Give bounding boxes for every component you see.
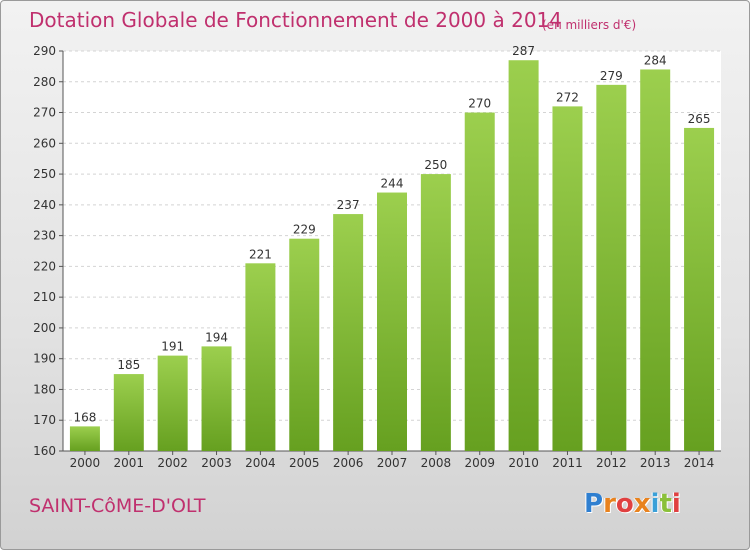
logo-letter: i [671, 489, 681, 519]
y-tick-label: 180 [33, 382, 56, 396]
y-tick-label: 250 [33, 167, 56, 181]
data-label: 265 [688, 112, 711, 126]
data-label: 221 [249, 247, 272, 261]
data-label: 287 [512, 44, 535, 58]
x-tick-label: 2002 [157, 456, 188, 470]
y-tick-label: 200 [33, 321, 56, 335]
bar-2002 [157, 355, 188, 451]
data-label: 185 [117, 358, 140, 372]
y-tick-label: 220 [33, 259, 56, 273]
bar-2010 [508, 60, 539, 451]
y-tick-label: 260 [33, 136, 56, 150]
x-tick-label: 2000 [70, 456, 101, 470]
bar-2004 [245, 263, 276, 451]
x-tick-label: 2003 [201, 456, 232, 470]
logo-letter: P [584, 489, 604, 519]
y-tick-label: 240 [33, 198, 56, 212]
bar-2014 [684, 127, 715, 451]
bar-2011 [552, 106, 583, 451]
data-label: 244 [381, 177, 404, 191]
x-tick-label: 2005 [289, 456, 320, 470]
proxiti-logo: Proxiti [584, 489, 681, 519]
x-tick-label: 2006 [333, 456, 364, 470]
data-label: 250 [424, 158, 447, 172]
logo-letter: r [603, 489, 616, 519]
x-tick-label: 2013 [640, 456, 671, 470]
bar-2009 [464, 112, 495, 452]
bar-2007 [377, 192, 407, 452]
x-tick-label: 2010 [508, 456, 539, 470]
bar-2013 [640, 69, 671, 451]
bar-2000 [69, 426, 100, 451]
logo-letter: t [659, 489, 672, 519]
chart-subtitle: (en milliers d'€) [542, 18, 637, 32]
data-label: 272 [556, 90, 579, 104]
bar-2008 [420, 174, 451, 452]
data-label: 229 [293, 223, 316, 237]
bar-2006 [333, 214, 364, 451]
data-label: 194 [205, 330, 228, 344]
data-label: 284 [644, 53, 667, 67]
x-tick-label: 2012 [596, 456, 627, 470]
y-tick-label: 270 [33, 106, 56, 120]
y-tick-label: 210 [33, 290, 56, 304]
bar-2012 [596, 84, 627, 451]
x-tick-label: 2007 [377, 456, 408, 470]
data-label: 279 [600, 69, 623, 83]
y-tick-label: 290 [33, 44, 56, 58]
data-label: 237 [337, 198, 360, 212]
x-tick-label: 2011 [552, 456, 583, 470]
y-tick-label: 190 [33, 352, 56, 366]
x-tick-label: 2009 [464, 456, 495, 470]
data-label: 168 [73, 410, 96, 424]
y-tick-label: 170 [33, 413, 56, 427]
bar-2005 [289, 238, 320, 451]
logo-letter: i [650, 489, 660, 519]
data-label: 191 [161, 340, 184, 354]
x-tick-label: 2014 [684, 456, 715, 470]
bar-2003 [201, 346, 232, 451]
logo-letter: o [615, 489, 634, 519]
data-label: 270 [468, 97, 491, 111]
y-tick-label: 230 [33, 229, 56, 243]
x-tick-label: 2008 [421, 456, 452, 470]
x-tick-label: 2004 [245, 456, 276, 470]
commune-name: SAINT-CôME-D'OLT [29, 495, 206, 517]
logo-letter: x [633, 489, 651, 519]
bar-2001 [113, 374, 144, 451]
y-tick-label: 160 [33, 444, 56, 458]
chart-title: Dotation Globale de Fonctionnement de 20… [29, 8, 562, 32]
y-tick-label: 280 [33, 75, 56, 89]
x-tick-label: 2001 [114, 456, 145, 470]
